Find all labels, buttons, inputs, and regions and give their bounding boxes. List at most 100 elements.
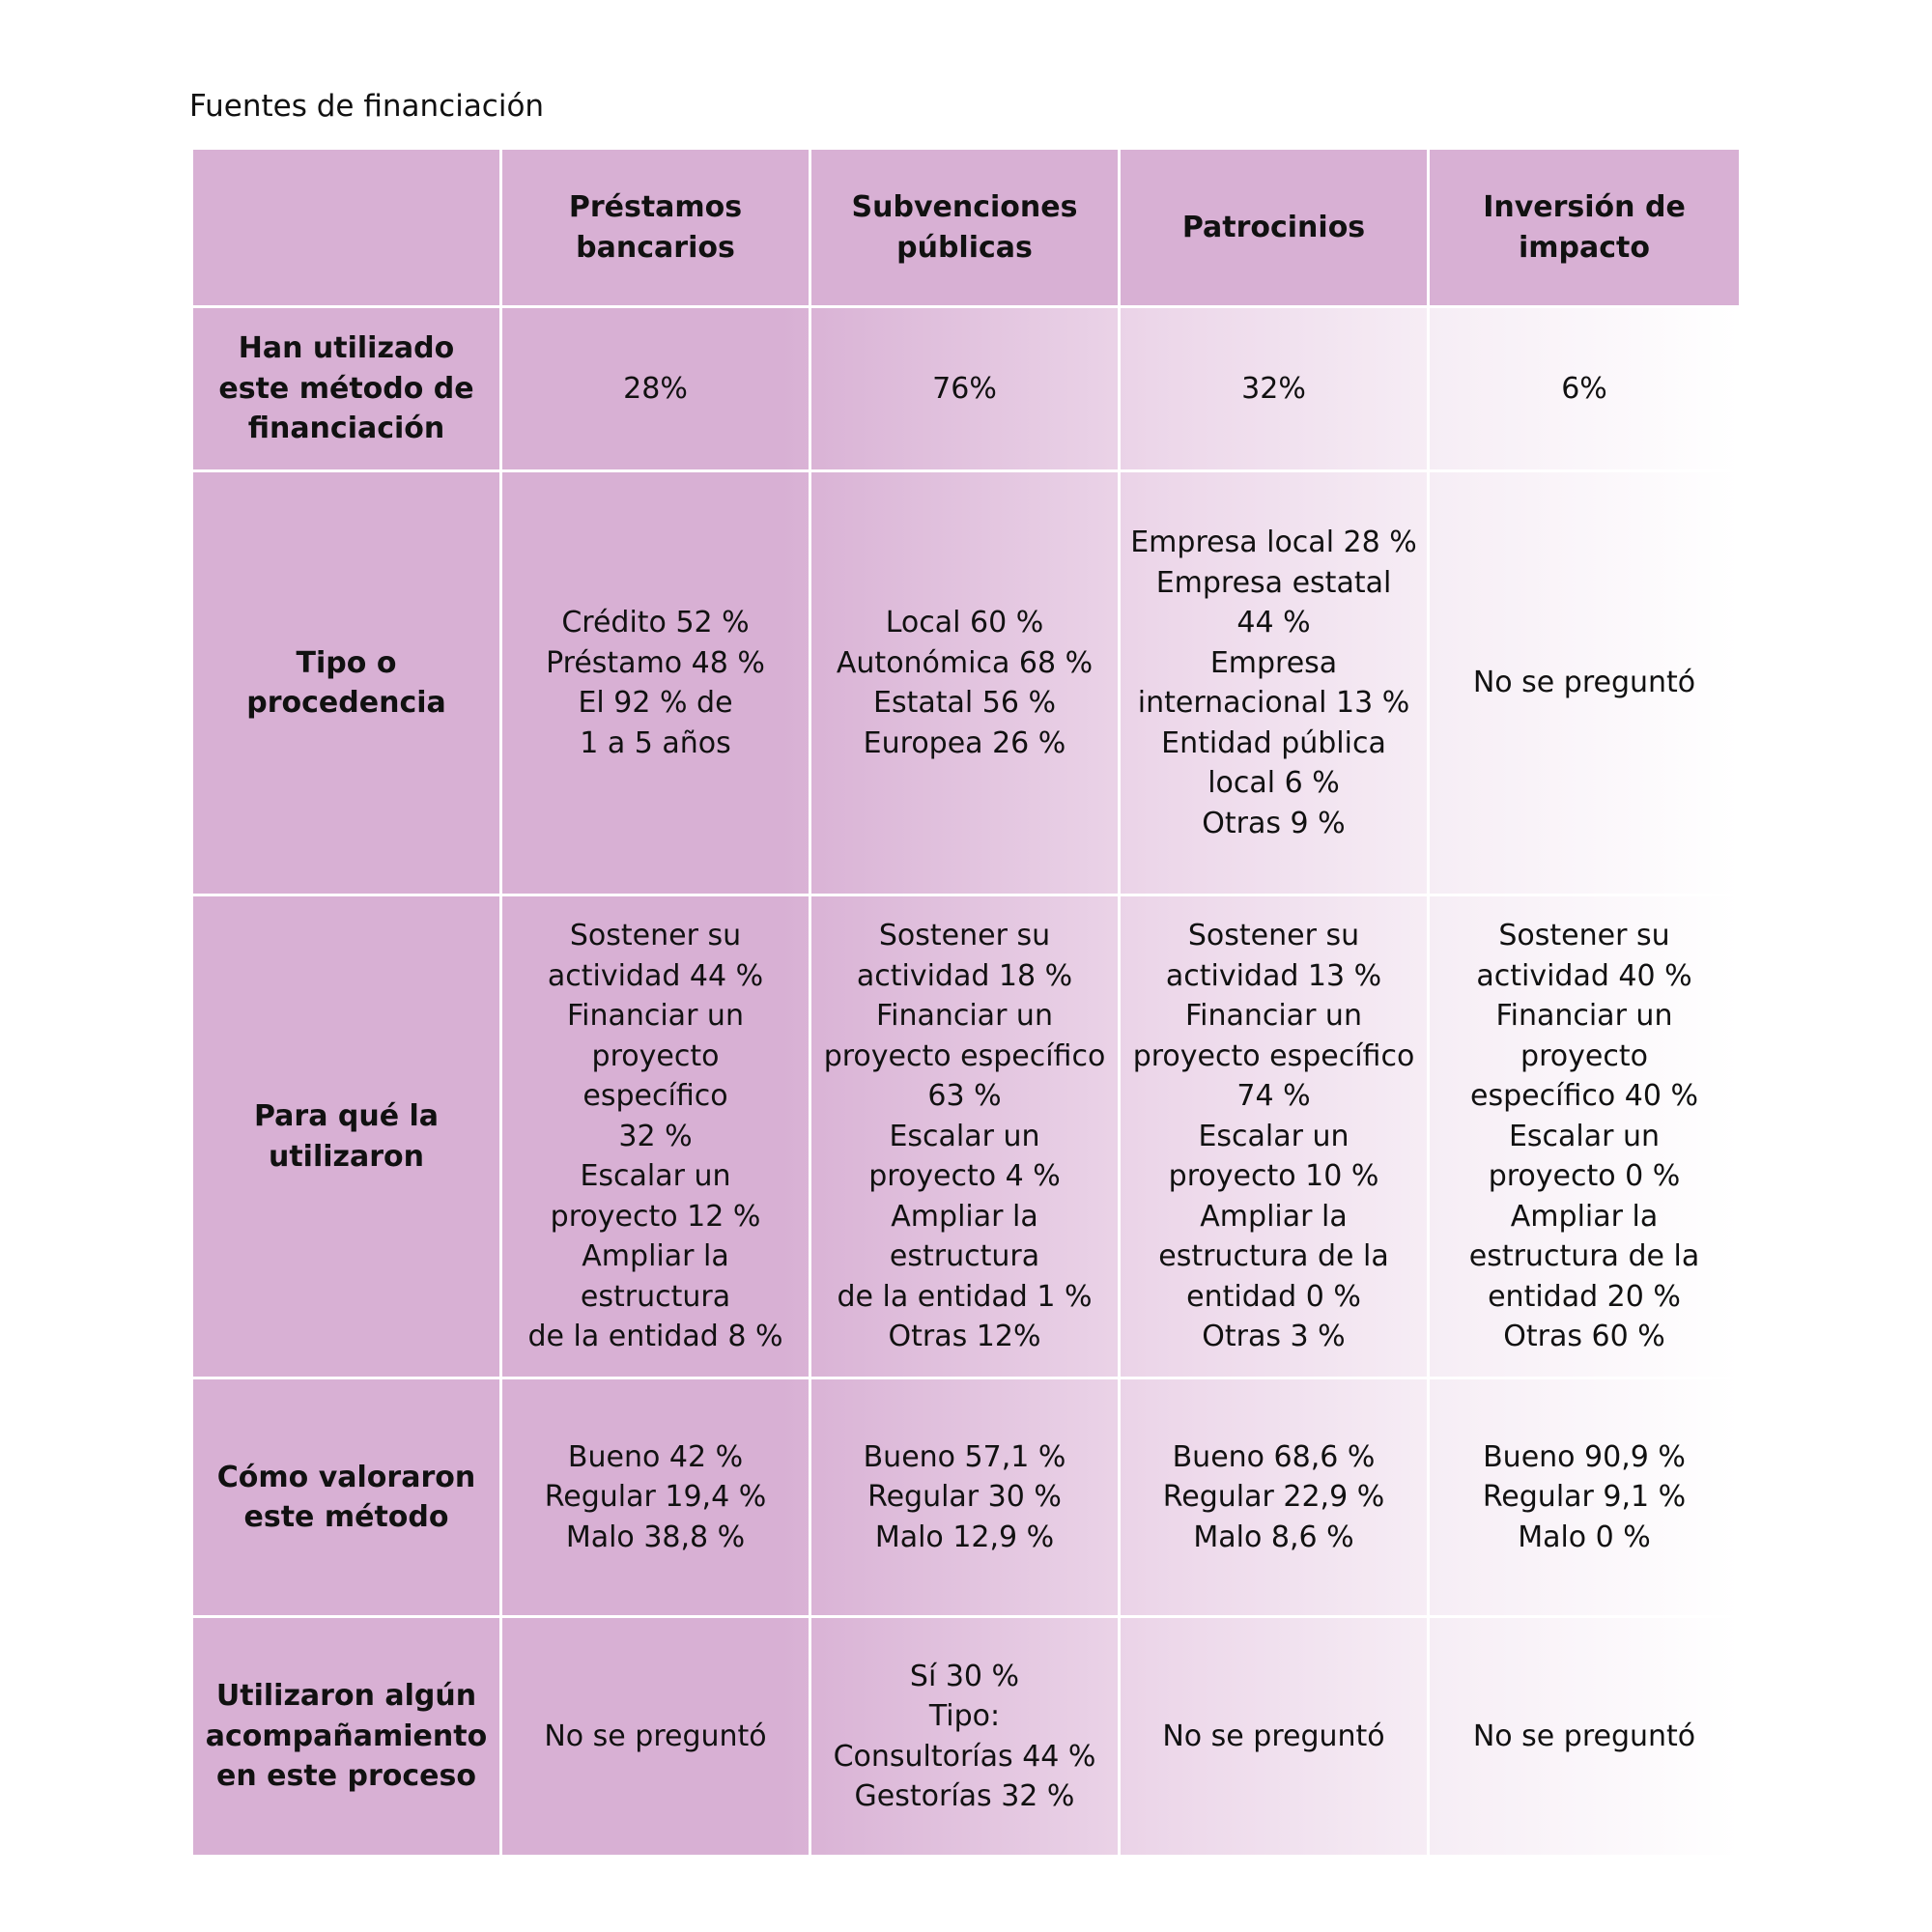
cell-line: bancarios — [576, 230, 735, 265]
cell-line: actividad 18 % — [856, 958, 1073, 993]
cell-line: internacional 13 % — [1137, 686, 1410, 720]
cell-line: de la entidad 1 % — [837, 1279, 1093, 1314]
table-cell: Local 60 % Autonómica 68 % Estatal 56 % Eur… — [811, 472, 1121, 896]
cell-line: Ampliar la — [1510, 1199, 1659, 1234]
cell-line: este método — [243, 1500, 449, 1534]
cell-line: actividad 13 % — [1165, 958, 1382, 993]
cell-line: Empresa local 28 % — [1130, 526, 1417, 559]
table-cell: Sostener su actividad 13 % Financiar un pro… — [1121, 896, 1430, 1379]
cell-line: Consultorías 44 % — [833, 1739, 1096, 1774]
cell-line: Regular 22,9 % — [1162, 1480, 1385, 1515]
cell-line: No se preguntó — [1162, 1719, 1385, 1753]
cell-line: Patrocinios — [1181, 210, 1366, 244]
cell-line: Bueno 42 % — [567, 1439, 744, 1474]
cell-line: Autonómica 68 % — [836, 645, 1094, 680]
row-header: Para qué la utilizaron — [193, 896, 502, 1379]
table-cell: Sostener su actividad 40 % Financiar un pro… — [1430, 896, 1739, 1379]
cell-line: Financiar un — [876, 999, 1053, 1034]
title: Fuentes de financiación — [189, 89, 545, 124]
row-header: Han utilizado este método de financiación — [193, 308, 502, 472]
body-background — [193, 308, 1739, 1855]
cell-line: Regular 19,4 % — [544, 1480, 767, 1515]
cell-line: Préstamo 48 % — [546, 645, 765, 680]
cell-line: Escalar un — [580, 1159, 731, 1194]
cell-line: Gestorías 32 % — [854, 1779, 1075, 1813]
cell-line: proyecto 12 % — [550, 1199, 761, 1234]
cell-line: proyecto 4 % — [868, 1159, 1061, 1194]
cell-line: No se preguntó — [1472, 666, 1696, 700]
cell-line: estructura de la — [1468, 1239, 1700, 1274]
cell-line: Europea 26 % — [863, 725, 1066, 760]
table-cell: Crédito 52 % Préstamo 48 % El 92 % de 1 a 5… — [502, 472, 811, 896]
cell-line: Para qué la — [253, 1099, 440, 1133]
table-cell: Bueno 57,1 % Regular 30 % Malo 12,9 % — [811, 1379, 1121, 1618]
cell-line: Tipo: — [928, 1699, 1001, 1733]
cell-line: 74 % — [1236, 1079, 1311, 1114]
cell-line: entidad 20 % — [1488, 1279, 1681, 1314]
cell-line: No se preguntó — [1472, 1719, 1696, 1753]
cell-line: específico — [582, 1079, 728, 1114]
cell-line: acompañamiento — [205, 1719, 488, 1753]
cell-line: Malo 8,6 % — [1193, 1520, 1354, 1554]
row-header: Tipo o procedencia — [193, 472, 502, 896]
cell-line: proyecto específico — [1132, 1038, 1415, 1073]
cell-line: 63 % — [927, 1079, 1002, 1114]
cell-line: Ampliar la — [1200, 1199, 1348, 1234]
table-cell: Sostener su actividad 44 % Financiar un pro… — [502, 896, 811, 1379]
cell-line: en este proceso — [216, 1759, 476, 1794]
row-header: Utilizaron algún acompañamiento en este pr… — [193, 1618, 502, 1855]
cell-line: Malo 0 % — [1518, 1520, 1651, 1554]
cell-line: proyecto 10 % — [1168, 1159, 1379, 1194]
cell-line: Regular 9,1 % — [1482, 1480, 1687, 1515]
cell-line: Financiar un — [1185, 999, 1362, 1034]
cell-line: Préstamos — [568, 190, 743, 224]
cell-line: Otras 12% — [888, 1320, 1041, 1354]
cell-line: Entidad pública — [1161, 725, 1386, 760]
table-cell: No se preguntó — [1430, 1618, 1739, 1855]
cell-line: impacto — [1519, 230, 1650, 265]
cell-line: Crédito 52 % — [561, 606, 750, 639]
cell-line: Han utilizado — [238, 331, 455, 366]
cell-line: Financiar un — [1495, 999, 1673, 1034]
cell-line: Escalar un — [889, 1119, 1040, 1153]
table-cell: Sí 30 % Tipo: Consultorías 44 % Gestorías 3… — [811, 1618, 1121, 1855]
cell-line: específico 40 % — [1470, 1079, 1698, 1114]
cell-line: Tipo o — [296, 645, 397, 680]
cell-line: Ampliar la — [582, 1239, 729, 1274]
cell-line: actividad 40 % — [1476, 958, 1692, 993]
cell-line: Escalar un — [1198, 1119, 1350, 1153]
table: Préstamos bancarios Subvenciones públicas Pa… — [193, 150, 1739, 1855]
cell-line: 32% — [1241, 371, 1306, 406]
cell-line: Sostener su — [1498, 919, 1670, 953]
cell-line: proyecto — [1520, 1038, 1648, 1073]
column-header: Inversión de impacto — [1430, 150, 1739, 308]
cell-line: El 92 % de — [578, 686, 733, 720]
cell-line: proyecto específico — [823, 1038, 1106, 1073]
cell-line: Otras 60 % — [1503, 1320, 1665, 1354]
cell-line: Sostener su — [1187, 919, 1360, 953]
table-cell: No se preguntó — [1430, 472, 1739, 896]
cell-line: 32 % — [618, 1119, 693, 1153]
table-cell: No se preguntó — [1121, 1618, 1430, 1855]
cell-line: procedencia — [246, 686, 446, 720]
cell-line: estructura de la — [1158, 1239, 1389, 1274]
cell-line: Malo 12,9 % — [874, 1520, 1055, 1554]
cell-line: Subvenciones — [851, 190, 1078, 224]
cell-line: actividad 44 % — [547, 958, 764, 993]
table-cell: 28% — [502, 308, 811, 472]
row-header: Cómo valoraron este método — [193, 1379, 502, 1618]
cell-line: 76% — [932, 371, 997, 406]
corner-cell — [193, 150, 502, 308]
cell-line: Empresa estatal — [1155, 565, 1392, 600]
table-cell: 32% — [1121, 308, 1430, 472]
cell-line: local 6 % — [1208, 766, 1340, 800]
table-cell: Bueno 42 % Regular 19,4 % Malo 38,8 % — [502, 1379, 811, 1618]
cell-line: Empresa — [1209, 645, 1338, 680]
cell-line: Sostener su — [878, 919, 1051, 953]
cell-line: estructura — [889, 1239, 1040, 1274]
cell-line: Inversión de — [1483, 190, 1686, 224]
table-cell: Bueno 68,6 % Regular 22,9 % Malo 8,6 % — [1121, 1379, 1430, 1618]
cell-line: Sí 30 % — [909, 1659, 1020, 1693]
column-header: Patrocinios — [1121, 150, 1430, 308]
